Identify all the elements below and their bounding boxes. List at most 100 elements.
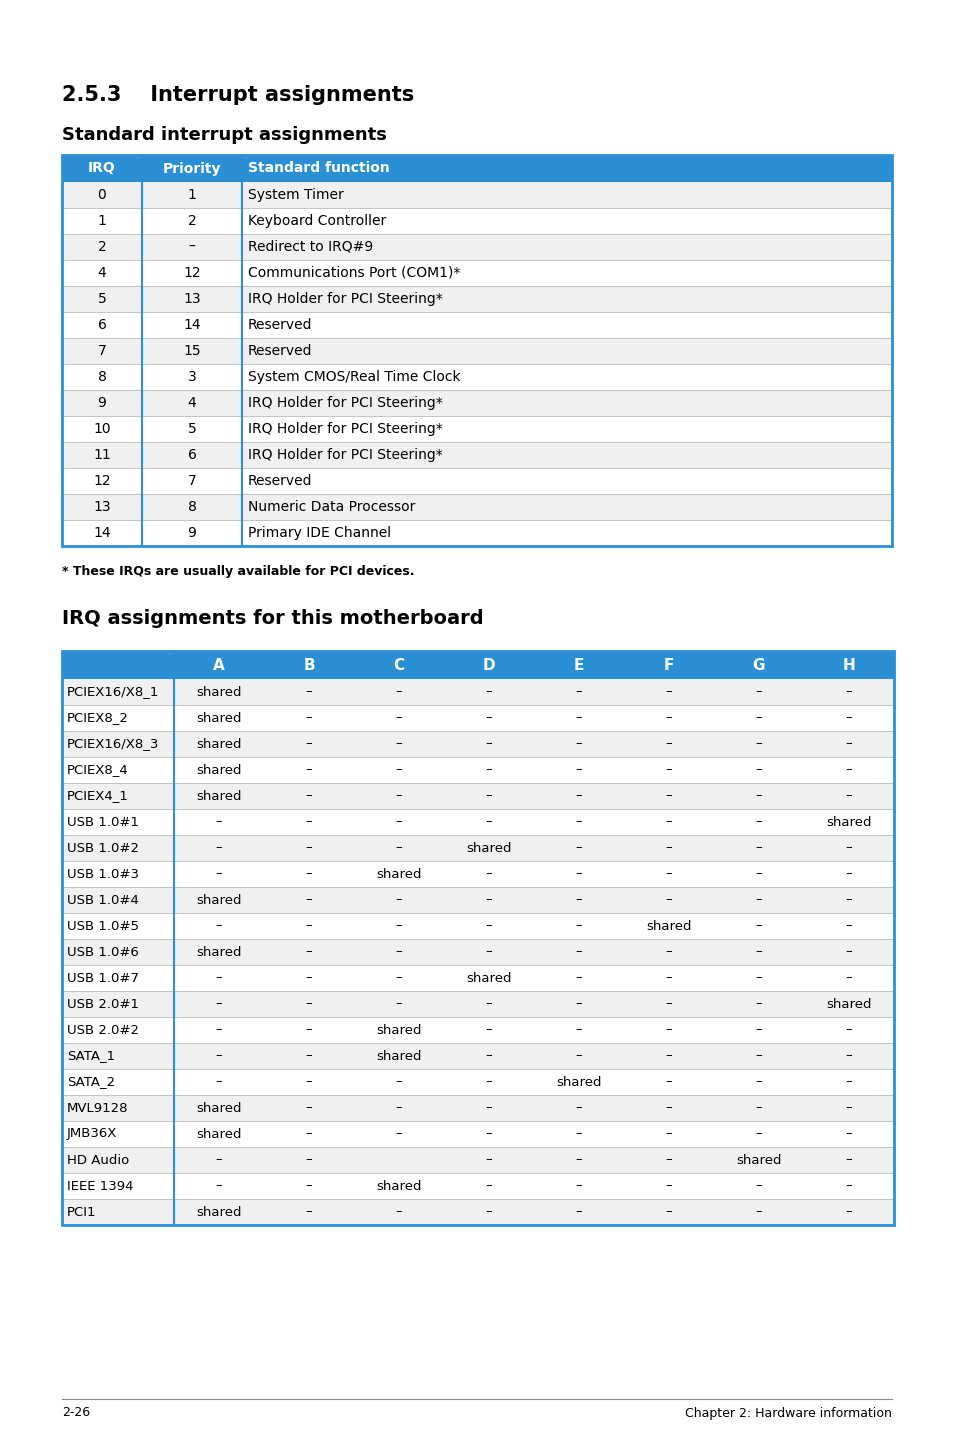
Text: –: – [844,764,851,777]
Bar [264,1068,354,1094]
Text: USB 1.0#4: USB 1.0#4 [67,893,139,906]
Bar [173,731,264,756]
Bar [443,756,534,784]
Text: E: E [573,657,583,673]
Text: Numeric Data Processor: Numeric Data Processor [248,500,415,513]
Text: 1: 1 [97,214,107,229]
Bar [142,155,242,183]
Text: 14: 14 [183,318,200,332]
Text: * These IRQs are usually available for PCI devices.: * These IRQs are usually available for P… [62,565,414,578]
Text: –: – [575,919,581,932]
Bar [242,286,891,312]
Text: –: – [844,1179,851,1192]
Text: –: – [485,686,492,699]
Text: IRQ Holder for PCI Steering*: IRQ Holder for PCI Steering* [248,449,442,462]
Bar [803,756,893,784]
Bar [803,1173,893,1199]
Bar [173,1173,264,1199]
Text: G: G [752,657,764,673]
Text: –: – [665,893,672,906]
Text: USB 2.0#2: USB 2.0#2 [67,1024,139,1037]
Text: –: – [844,1153,851,1166]
Text: IRQ Holder for PCI Steering*: IRQ Holder for PCI Steering* [248,292,442,306]
Text: System CMOS/Real Time Clock: System CMOS/Real Time Clock [248,370,460,384]
Bar [62,234,142,260]
Text: shared: shared [645,919,691,932]
Bar [242,390,891,416]
Text: –: – [305,841,312,854]
Bar [62,416,142,441]
Text: –: – [755,1205,761,1218]
Bar [173,784,264,810]
Text: System Timer: System Timer [248,188,343,201]
Text: IRQ assignments for this motherboard: IRQ assignments for this motherboard [62,610,483,628]
Bar [62,155,891,546]
Text: –: – [844,686,851,699]
Bar [623,810,713,835]
Bar [534,1173,623,1199]
Text: shared: shared [466,972,511,985]
Bar [242,155,891,183]
Bar [803,965,893,991]
Bar [173,1043,264,1068]
Bar [803,705,893,731]
Bar [534,1148,623,1173]
Bar [354,705,443,731]
Text: –: – [305,764,312,777]
Text: –: – [665,1205,672,1218]
Text: –: – [485,998,492,1011]
Text: –: – [844,946,851,959]
Text: 1: 1 [188,188,196,201]
Bar [242,495,891,521]
Bar [354,1199,443,1225]
Bar [443,705,534,731]
Bar [62,651,173,679]
Bar [623,1094,713,1122]
Bar [173,1017,264,1043]
Bar [173,679,264,705]
Bar [62,260,142,286]
Bar [623,1122,713,1148]
Bar [264,1043,354,1068]
Text: –: – [395,998,402,1011]
Bar [534,784,623,810]
Bar [62,887,173,913]
Bar [62,1173,173,1199]
Bar [242,234,891,260]
Text: –: – [755,1050,761,1063]
Bar [62,913,173,939]
Text: –: – [844,789,851,802]
Bar [623,991,713,1017]
Text: –: – [755,1076,761,1089]
Bar [623,939,713,965]
Text: Standard function: Standard function [248,161,390,175]
Text: –: – [755,738,761,751]
Bar [354,1043,443,1068]
Text: –: – [575,972,581,985]
Bar [142,286,242,312]
Text: –: – [665,1179,672,1192]
Text: –: – [755,764,761,777]
Bar [62,1122,173,1148]
Bar [803,1122,893,1148]
Text: –: – [844,972,851,985]
Text: –: – [575,1050,581,1063]
Text: –: – [395,1127,402,1140]
Text: shared: shared [375,867,421,880]
Text: –: – [665,1024,672,1037]
Text: 4: 4 [188,395,196,410]
Text: –: – [305,1179,312,1192]
Bar [264,705,354,731]
Bar [242,467,891,495]
Bar [443,991,534,1017]
Bar [173,1148,264,1173]
Bar [803,913,893,939]
Bar [803,1148,893,1173]
Bar [142,467,242,495]
Text: –: – [395,712,402,725]
Bar [623,731,713,756]
Text: –: – [215,998,222,1011]
Text: –: – [575,712,581,725]
Bar [242,183,891,209]
Text: –: – [665,764,672,777]
